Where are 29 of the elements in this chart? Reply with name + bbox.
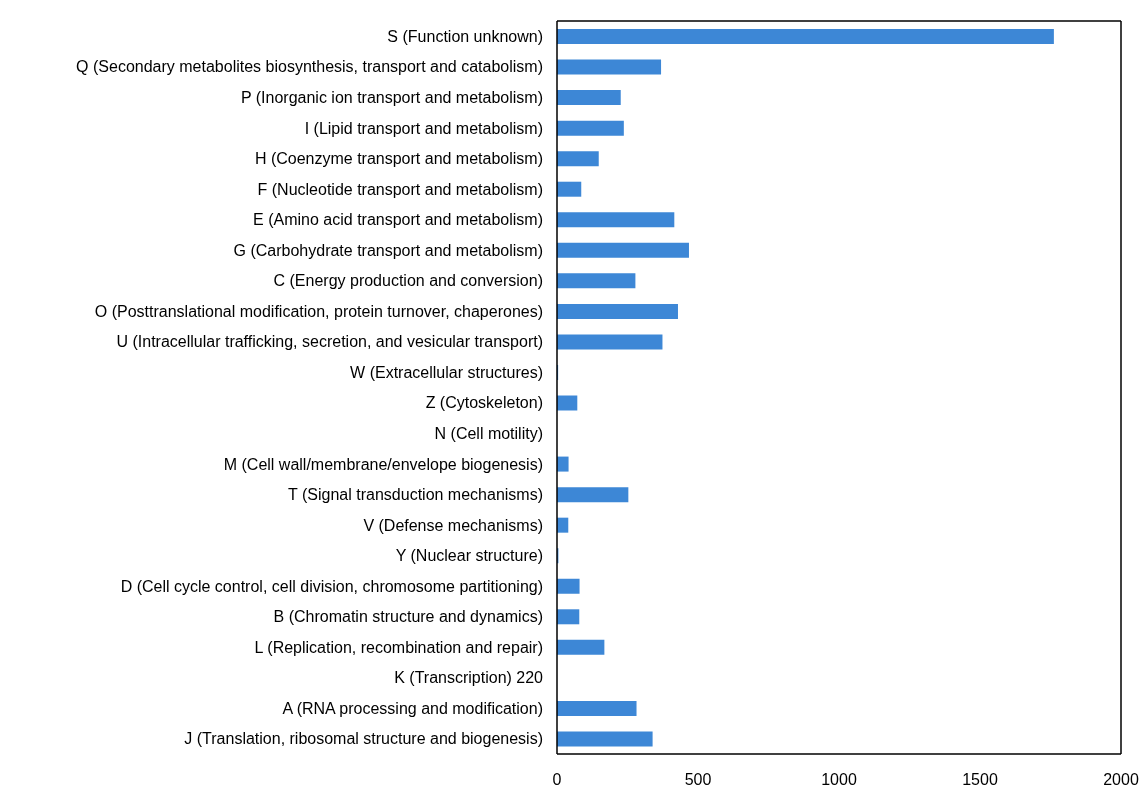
y-tick-label: D (Cell cycle control, cell division, chromosome partitioning) (120, 577, 543, 595)
y-tick-label: F (Nucleotide transport and metabolism) (257, 180, 543, 198)
x-tick-label: 0 (552, 771, 562, 789)
y-tick-label: B (Chromatin structure and dynamics) (273, 608, 543, 626)
y-tick-label: O (Posttranslational modification, protein turnover, chaperones) (94, 302, 543, 320)
y-tick-label: V (Defense mechanisms) (363, 516, 543, 534)
y-tick-label: L (Replication, recombination and repair) (254, 638, 543, 656)
y-tick-label: U (Intracellular trafficking, secretion, and vesicular transport) (116, 333, 543, 351)
y-tick-label: Q (Secondary metabolites biosynthesis, transport and catabolism) (76, 58, 543, 76)
y-tick-label: H (Coenzyme transport and metabolism) (254, 150, 543, 168)
y-tick-label: G (Carbohydrate transport and metabolism) (233, 241, 543, 259)
x-tick-label: 1500 (962, 771, 998, 789)
y-tick-label: P (Inorganic ion transport and metabolism) (240, 89, 543, 107)
y-tick-label: N (Cell motility) (434, 424, 543, 442)
y-tick-label: K (Transcription) 220 (394, 669, 544, 687)
y-tick-label: M (Cell wall/membrane/envelope biogenesis) (223, 455, 543, 473)
y-tick-label: Z (Cytoskeleton) (425, 394, 543, 412)
y-tick-label: Y (Nuclear structure) (395, 547, 543, 565)
x-tick-label: 2000 (1103, 771, 1139, 789)
y-tick-label: J (Translation, ribosomal structure and biogenesis) (184, 730, 543, 748)
y-tick-label: E (Amino acid transport and metabolism) (253, 211, 543, 229)
y-tick-label: I (Lipid transport and metabolism) (304, 119, 543, 137)
y-tick-label: A (RNA processing and modification) (282, 699, 543, 717)
y-tick-label: T (Signal transduction mechanisms) (288, 486, 543, 504)
y-tick-label: S (Function unknown) (387, 27, 543, 45)
x-tick-label: 500 (684, 771, 712, 789)
x-tick-label: 1000 (821, 771, 857, 789)
y-tick-label: C (Energy production and conversion) (273, 272, 543, 290)
y-tick-label: W (Extracellular structures) (350, 363, 543, 381)
